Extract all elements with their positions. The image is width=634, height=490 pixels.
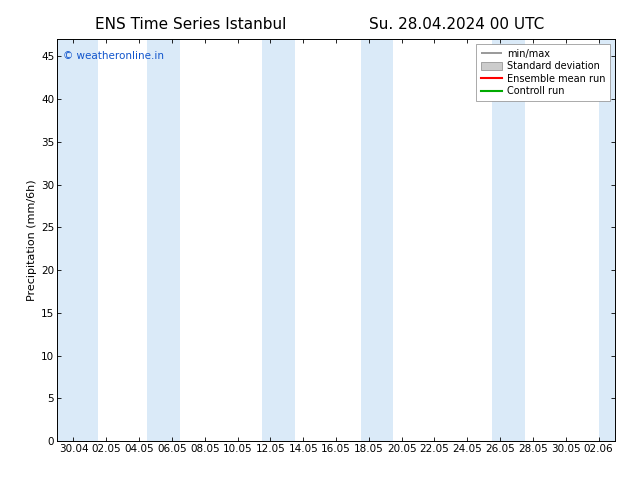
Bar [262, 39, 295, 441]
Text: ENS Time Series Istanbul: ENS Time Series Istanbul [94, 17, 286, 32]
Bar [361, 39, 394, 441]
Bar [147, 39, 180, 441]
Legend: min/max, Standard deviation, Ensemble mean run, Controll run: min/max, Standard deviation, Ensemble me… [476, 44, 610, 101]
Text: Su. 28.04.2024 00 UTC: Su. 28.04.2024 00 UTC [369, 17, 544, 32]
Y-axis label: Precipitation (mm/6h): Precipitation (mm/6h) [27, 179, 37, 301]
Bar [492, 39, 525, 441]
Text: © weatheronline.in: © weatheronline.in [63, 51, 164, 61]
Bar [57, 39, 98, 441]
Bar [598, 39, 618, 441]
